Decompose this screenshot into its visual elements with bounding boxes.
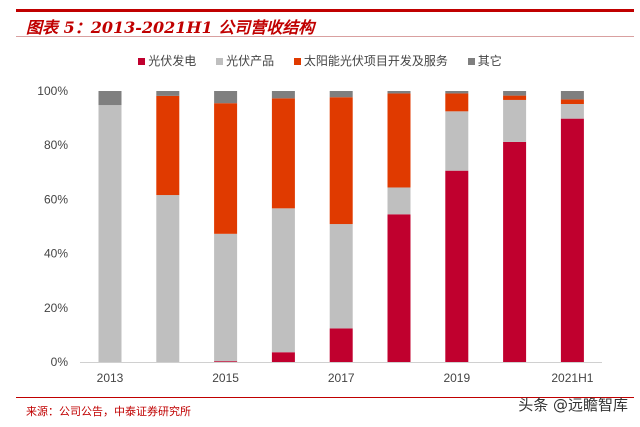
x-tick-label: 2019 [443,371,470,385]
legend-item: 光伏产品 [216,52,274,69]
legend-swatch [293,58,301,65]
title-top-rule [16,9,634,12]
y-tick-label: 80% [44,138,68,152]
bar-segment [329,224,353,329]
bar-segment [271,208,295,353]
legend-item: 光伏发电 [138,52,196,69]
bar-segment [214,91,238,104]
legend-item: 其它 [467,52,502,69]
legend-swatch [138,58,146,65]
legend-swatch [216,58,224,65]
bar-segment [329,97,353,225]
legend-label: 其它 [477,54,502,68]
footer-rule [16,397,634,398]
bar-segment [214,233,238,362]
x-tick-label: 2021H1 [551,371,593,385]
bar-segment [214,361,238,362]
y-tick-label: 0% [51,355,69,369]
x-tick-label: 2017 [328,371,355,385]
legend-label: 光伏发电 [148,54,197,68]
bar-segment [445,170,469,362]
bar-segment [387,187,411,215]
chart-title: 图表 5：2013-2021H1 公司营收结构 [26,18,315,37]
bar-segment [329,91,353,98]
bar-segment [271,98,295,209]
y-tick-label: 20% [44,301,68,315]
y-tick-label: 40% [44,247,68,261]
bar-segment [445,91,469,94]
legend: 光伏发电 光伏产品 太阳能光伏项目开发及服务 其它 [0,52,640,69]
bar-segment [387,91,411,94]
bar-segment [214,103,238,234]
bar-segment [560,99,584,105]
bar-segment [271,352,295,362]
x-tick-label: 2015 [212,371,239,385]
bar-segment [387,214,411,362]
legend-item: 太阳能光伏项目开发及服务 [293,52,448,69]
watermark: 头条 @远瞻智库 [518,396,628,414]
bar-segment [271,91,295,99]
bar-segment [329,328,353,362]
bar-segment [156,195,180,362]
bar-segment [156,95,180,196]
y-tick-label: 60% [44,192,68,206]
bar-segment [387,93,411,188]
title-bottom-rule [16,36,634,37]
y-tick-label: 100% [37,84,68,98]
bar-segment [503,141,527,362]
bar-segment [445,111,469,171]
legend-swatch [467,58,475,65]
bar-segment [503,99,527,142]
legend-label: 太阳能光伏项目开发及服务 [303,54,448,68]
bar-segment [503,91,527,96]
bar-segment [560,104,584,119]
bar-segment [98,91,122,106]
source-note: 来源：公司公告，中泰证券研究所 [26,405,191,418]
bar-segment [560,118,584,362]
bar-segment [503,95,527,100]
x-tick-label: 2013 [97,371,124,385]
legend-label: 光伏产品 [226,54,275,68]
bar-segment [560,91,584,100]
bar-segment [98,105,122,362]
bar-segment [156,91,180,96]
bar-segment [445,93,469,112]
